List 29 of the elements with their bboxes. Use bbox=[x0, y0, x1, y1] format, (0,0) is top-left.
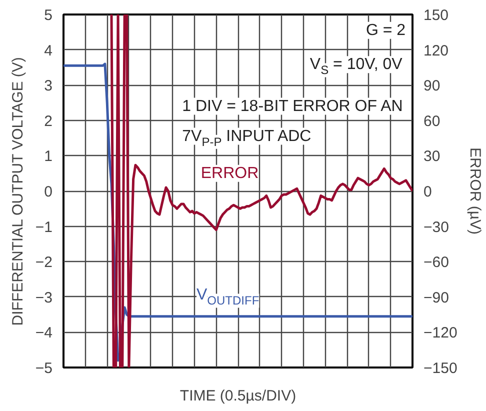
y2-tick-label: 150 bbox=[424, 7, 449, 24]
y2-tick-label: 0 bbox=[424, 184, 432, 200]
y-tick-label: 3 bbox=[44, 78, 52, 95]
y-tick-label: −4 bbox=[35, 324, 53, 342]
y-tick-label: −1 bbox=[35, 218, 53, 236]
y2-tick-label: 60 bbox=[424, 112, 440, 130]
y-tick-label: 4 bbox=[44, 42, 52, 60]
y-tick-label: 1 bbox=[44, 148, 52, 166]
y2-tick-label: −90 bbox=[424, 289, 449, 306]
y2-tick-label: 120 bbox=[424, 42, 449, 60]
y2-axis-title: ERROR (µV) bbox=[466, 148, 484, 234]
y-tick-label: −2 bbox=[35, 254, 53, 272]
y2-tick-label: 90 bbox=[424, 78, 440, 95]
y2-tick-label: −150 bbox=[424, 360, 458, 377]
y-tick-label: −3 bbox=[35, 289, 53, 306]
annotation: 1 DIV = 18-BIT ERROR OF AN bbox=[182, 98, 403, 115]
line-series bbox=[110, 14, 412, 368]
y2-tick-label: −60 bbox=[424, 254, 449, 272]
y2-tick-label: 30 bbox=[424, 148, 440, 166]
y-tick-label: −5 bbox=[35, 360, 53, 377]
y-axis-title: DIFFERENTIAL OUTPUT VOLTAGE (V) bbox=[9, 57, 26, 326]
y-tick-label: 0 bbox=[44, 184, 52, 200]
series-label: ERROR bbox=[200, 164, 259, 182]
y-tick-label: 2 bbox=[44, 112, 52, 130]
x-axis-title: TIME (0.5µs/DIV) bbox=[180, 388, 296, 404]
y2-tick-label: −30 bbox=[424, 218, 449, 236]
y-tick-label: 5 bbox=[44, 7, 52, 24]
annotation: G = 2 bbox=[366, 22, 406, 39]
y2-tick-label: −120 bbox=[424, 324, 458, 342]
